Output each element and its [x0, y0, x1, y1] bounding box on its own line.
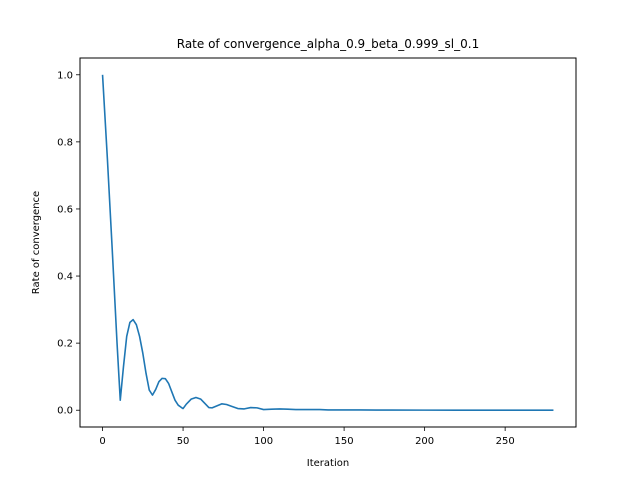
y-tick-label: 0.4 [57, 272, 73, 283]
y-tick-label: 0.8 [57, 137, 73, 148]
y-tick-label: 0.6 [57, 204, 73, 215]
x-tick-label: 150 [335, 436, 354, 447]
y-tick-label: 0.2 [57, 339, 73, 350]
y-tick-label: 0.0 [57, 406, 73, 417]
plot-area-frame [79, 57, 577, 428]
x-axis-label: Iteration [307, 458, 349, 469]
x-tick-label: 250 [496, 436, 515, 447]
y-tick-label: 1.0 [57, 70, 73, 81]
chart-title: Rate of convergence_alpha_0.9_beta_0.999… [177, 37, 479, 51]
y-axis-label: Rate of convergence [31, 191, 42, 294]
x-tick-label: 50 [177, 436, 190, 447]
x-tick-label: 100 [254, 436, 273, 447]
series-line [101, 74, 554, 411]
x-tick-label: 0 [99, 436, 105, 447]
x-tick-label: 200 [415, 436, 434, 447]
